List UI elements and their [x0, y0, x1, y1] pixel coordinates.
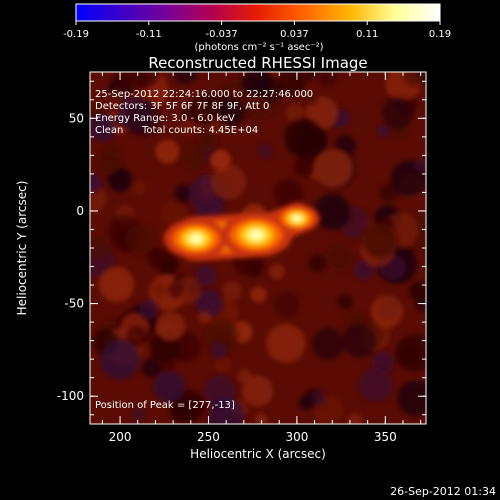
x-tick-label: 200 [109, 430, 132, 444]
y-tick-label: -50 [64, 297, 84, 311]
annotation-counts: Total counts: 4.45E+04 [141, 125, 258, 136]
annotation-energy: Energy Range: 3.0 - 6.0 keV [95, 113, 235, 124]
colorbar-tick-label: 0.11 [356, 29, 378, 40]
annotation-peak-position: Position of Peak = [277,-13] [95, 400, 235, 411]
colorbar [75, 3, 441, 22]
colorbar-tick-label: 0.037 [280, 29, 309, 40]
chart-title: Reconstructed RHESSI Image [148, 54, 367, 72]
y-tick-label: 50 [69, 111, 84, 125]
x-tick-label: 350 [374, 430, 397, 444]
source-blob [190, 234, 202, 244]
heatmap-image [90, 72, 426, 424]
annotation-method: Clean [95, 125, 123, 136]
colorbar-tick-label: -0.037 [205, 29, 237, 40]
colorbar-units: (photons cm⁻² s⁻¹ asec⁻²) [194, 42, 323, 53]
source-blob [250, 230, 263, 241]
y-axis-label: Heliocentric Y (arcsec) [15, 181, 29, 316]
y-tick-label: 0 [76, 204, 84, 218]
footer-timestamp: 26-Sep-2012 01:34 [390, 485, 496, 498]
x-tick-label: 250 [197, 430, 220, 444]
y-tick-label: -100 [57, 389, 84, 403]
annotation-detectors: Detectors: 3F 5F 6F 7F 8F 9F, Att 0 [95, 101, 269, 112]
x-axis-label: Heliocentric X (arcsec) [190, 447, 326, 461]
colorbar-tick-label: -0.19 [63, 29, 89, 40]
source-blob [293, 215, 301, 222]
colorbar-tick-label: -0.11 [136, 29, 162, 40]
x-tick-label: 300 [285, 430, 308, 444]
colorbar-tick-label: 0.19 [429, 29, 451, 40]
annotation-time-range: 25-Sep-2012 22:24:16.000 to 22:27:46.000 [95, 89, 313, 100]
